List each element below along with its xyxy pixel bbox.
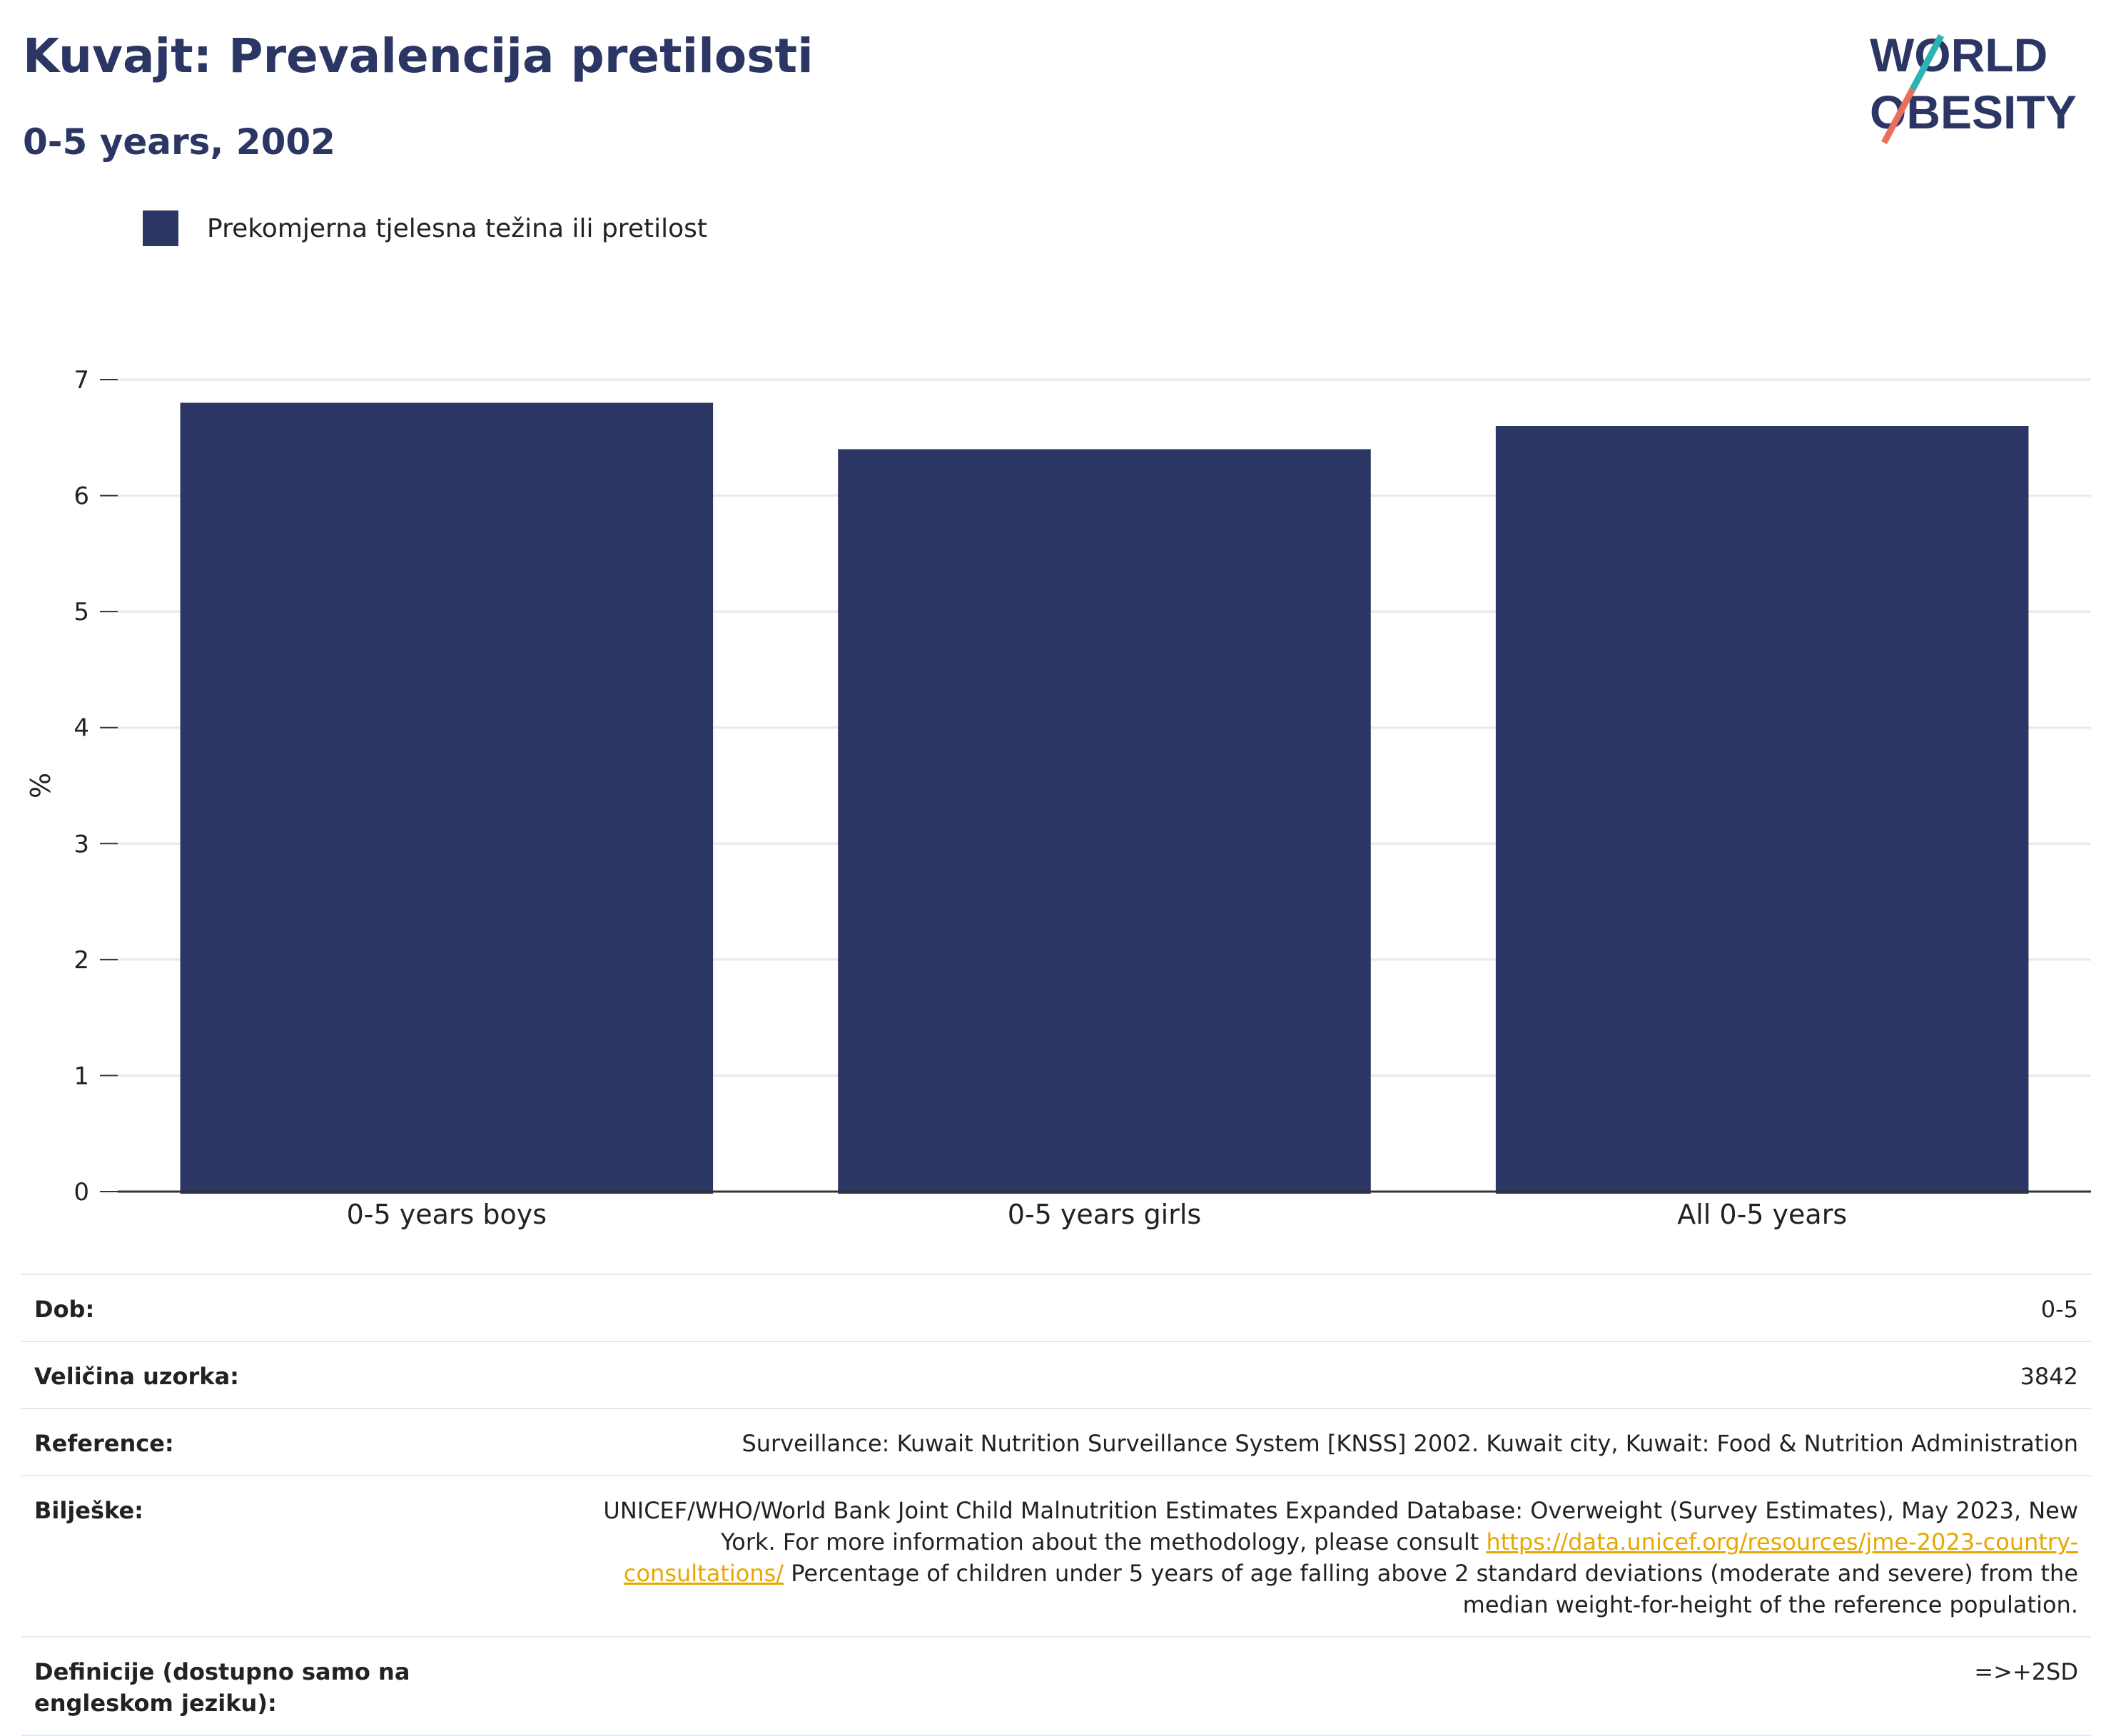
- bar: [1495, 426, 2029, 1194]
- legend-label: Prekomjerna tjelesna težina ili pretilos…: [207, 213, 707, 243]
- x-tick-label: 0-5 years boys: [347, 1199, 547, 1230]
- notes-label: Bilješke:: [34, 1497, 143, 1524]
- info-row-reference: Reference: Surveillance: Kuwait Nutritio…: [21, 1408, 2091, 1475]
- y-tick-label: 6: [74, 482, 89, 511]
- bar: [838, 449, 1371, 1194]
- age-label: Dob:: [34, 1296, 95, 1323]
- notes-definition-text: Percentage of children under 5 years of …: [791, 1560, 2078, 1618]
- y-tick-label: 0: [74, 1178, 89, 1207]
- x-tick-label: All 0-5 years: [1677, 1199, 1847, 1230]
- y-tick-label: 4: [74, 714, 89, 743]
- y-tick-label: 7: [74, 366, 89, 395]
- info-row-definitions: Definicije (dostupno samo na engleskom j…: [21, 1636, 2091, 1736]
- logo-slash-teal: [1910, 34, 1944, 91]
- info-table: Dob: 0-5 Veličina uzorka: 3842 Reference…: [21, 1274, 2091, 1736]
- info-row-age: Dob: 0-5: [21, 1274, 2091, 1341]
- bar-chart: 0 1 2 3 4 5 6 7% 0-5 years boys 0-5 years girls Al…: [25, 366, 2091, 1230]
- y-tick-label: 1: [74, 1062, 89, 1090]
- y-tick-label: 5: [74, 598, 89, 626]
- y-tick-label: 2: [74, 946, 89, 975]
- sample-value: 3842: [2020, 1363, 2078, 1390]
- chart-legend: Prekomjerna tjelesna težina ili pretilos…: [143, 210, 707, 246]
- logo-line2: OBESITY: [1870, 86, 2077, 138]
- sample-label: Veličina uzorka:: [34, 1363, 239, 1390]
- reference-label: Reference:: [34, 1430, 174, 1457]
- page-subtitle: 0-5 years, 2002: [23, 121, 335, 163]
- world-obesity-logo: WORLD OBESITY: [1870, 29, 2077, 145]
- y-axis-label: %: [25, 773, 56, 798]
- age-value: 0-5: [2040, 1296, 2078, 1323]
- bar: [180, 402, 714, 1194]
- info-row-notes: Bilješke: UNICEF/WHO/World Bank Joint Ch…: [21, 1475, 2091, 1636]
- page-title: Kuvajt: Prevalencija pretilosti: [23, 29, 814, 83]
- definitions-value: =>+2SD: [1974, 1658, 2078, 1685]
- methodology-link[interactable]: https://data.unicef.org/resources/jme-20…: [623, 1528, 2078, 1587]
- y-tick-label: 3: [74, 830, 89, 858]
- definitions-label: Definicije (dostupno samo na engleskom j…: [34, 1658, 410, 1717]
- legend-swatch: [143, 210, 178, 246]
- reference-value: Surveillance: Kuwait Nutrition Surveilla…: [741, 1430, 2078, 1457]
- info-row-sample: Veličina uzorka: 3842: [21, 1341, 2091, 1408]
- logo-line1: WORLD: [1870, 29, 2047, 81]
- notes-value: UNICEF/WHO/World Bank Joint Child Malnut…: [579, 1495, 2078, 1620]
- x-tick-label: 0-5 years girls: [1008, 1199, 1201, 1230]
- notes-text: UNICEF/WHO/World Bank Joint Child Malnut…: [603, 1497, 2078, 1555]
